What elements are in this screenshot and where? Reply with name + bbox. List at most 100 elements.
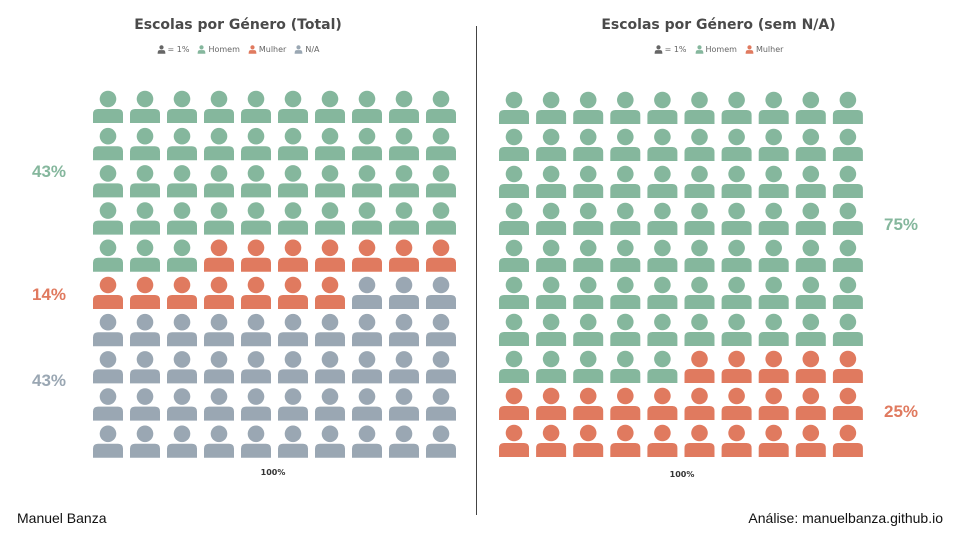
waffle-person-na: [278, 351, 308, 384]
waffle-person-homem: [389, 202, 419, 235]
waffle-person-homem: [610, 350, 641, 383]
waffle-person-homem: [721, 313, 752, 346]
waffle-person-mulher: [795, 350, 826, 383]
waffle-person-mulher: [573, 387, 604, 420]
person-icon: [248, 45, 257, 54]
waffle-person-na: [167, 388, 197, 421]
source-credit: Análise: manuelbanza.github.io: [748, 510, 943, 526]
waffle-person-mulher: [278, 239, 308, 272]
waffle-person-mulher: [684, 424, 715, 457]
waffle-person-na: [278, 388, 308, 421]
waffle-person-mulher: [721, 424, 752, 457]
waffle-person-homem: [721, 276, 752, 309]
waffle-person-mulher: [758, 387, 789, 420]
waffle-person-mulher: [795, 387, 826, 420]
waffle-person-homem: [721, 128, 752, 161]
waffle-person-homem: [167, 127, 197, 161]
waffle-person-homem: [204, 90, 234, 123]
waffle-person-homem: [795, 91, 826, 124]
waffle-person-homem: [647, 202, 678, 235]
waffle-person-homem: [426, 165, 456, 198]
waffle-person-homem: [610, 313, 641, 346]
waffle-person-homem: [352, 90, 382, 123]
waffle-person-homem: [536, 91, 567, 124]
waffle-person-homem: [795, 165, 826, 198]
waffle-person-homem: [721, 202, 752, 235]
waffle-person-mulher: [610, 387, 641, 420]
waffle-person-homem: [610, 276, 641, 309]
waffle-person-mulher: [499, 387, 529, 420]
waffle-person-homem: [795, 276, 826, 309]
waffle-person-homem: [499, 91, 529, 124]
waffle-person-homem: [241, 202, 271, 235]
waffle-person-homem: [573, 202, 604, 235]
waffle-person-homem: [758, 239, 789, 272]
waffle-person-na: [315, 351, 345, 384]
legend-item-homem: Homem: [197, 45, 240, 54]
waffle-person-mulher: [389, 239, 419, 272]
waffle-person-mulher: [758, 424, 789, 457]
waffle-person-na: [130, 313, 160, 347]
waffle-person-mulher: [721, 387, 752, 420]
waffle-person-na: [389, 313, 419, 347]
waffle-person-homem: [573, 350, 604, 383]
waffle-person-mulher: [204, 239, 234, 272]
waffle-person-na: [204, 425, 234, 458]
waffle-person-homem: [167, 202, 197, 235]
chart-panel-without-na: Escolas por Género (sem N/A) = 1% Homem …: [477, 0, 960, 500]
waffle-person-homem: [278, 202, 308, 235]
waffle-person-homem: [647, 91, 678, 124]
waffle-person-homem: [241, 127, 271, 161]
waffle-person-homem: [241, 165, 271, 198]
waffle-person-na: [352, 351, 382, 384]
waffle-person-na: [389, 388, 419, 421]
waffle-person-homem: [278, 127, 308, 161]
waffle-person-mulher: [241, 239, 271, 272]
waffle-person-homem: [536, 239, 567, 272]
waffle-person-homem: [499, 128, 529, 161]
waffle-person-homem: [721, 91, 752, 124]
waffle-person-homem: [721, 165, 752, 198]
waffle-person-na: [130, 425, 160, 458]
waffle-person-homem: [647, 165, 678, 198]
waffle-person-homem: [315, 165, 345, 198]
x-axis-label: 100%: [260, 468, 286, 477]
waffle-person-homem: [93, 127, 123, 161]
waffle-person-homem: [795, 313, 826, 346]
waffle-person-homem: [610, 165, 641, 198]
waffle-person-homem: [684, 276, 715, 309]
waffle-person-mulher: [684, 387, 715, 420]
waffle-person-homem: [536, 276, 567, 309]
waffle-person-homem: [499, 313, 529, 346]
waffle-person-mulher: [167, 276, 197, 309]
waffle-person-homem: [130, 202, 160, 235]
waffle-person-na: [130, 388, 160, 421]
legend-item-unit: = 1%: [157, 45, 189, 54]
waffle-person-homem: [536, 128, 567, 161]
waffle-person-homem: [536, 350, 567, 383]
waffle-person-homem: [426, 127, 456, 161]
person-icon: [157, 45, 165, 54]
waffle-person-homem: [130, 165, 160, 198]
waffle-person-mulher: [93, 276, 123, 309]
waffle-person-homem: [389, 127, 419, 161]
waffle-person-mulher: [426, 239, 456, 272]
waffle-person-homem: [241, 90, 271, 123]
legend-item-mulher: Mulher: [745, 45, 783, 54]
waffle-person-homem: [758, 276, 789, 309]
waffle-person-homem: [832, 202, 863, 235]
waffle-person-homem: [832, 91, 863, 124]
waffle-person-na: [241, 313, 271, 347]
waffle-person-na: [278, 425, 308, 458]
person-icon: [294, 45, 303, 54]
waffle-person-homem: [315, 202, 345, 235]
waffle-person-homem: [647, 313, 678, 346]
waffle-person-homem: [93, 202, 123, 235]
legend: = 1% Homem Mulher: [477, 45, 960, 54]
waffle-person-na: [241, 388, 271, 421]
waffle-person-na: [130, 351, 160, 384]
series-label-homem: 43%: [32, 162, 67, 181]
waffle-person-homem: [278, 90, 308, 123]
waffle-person-homem: [573, 276, 604, 309]
waffle-person-homem: [832, 276, 863, 309]
